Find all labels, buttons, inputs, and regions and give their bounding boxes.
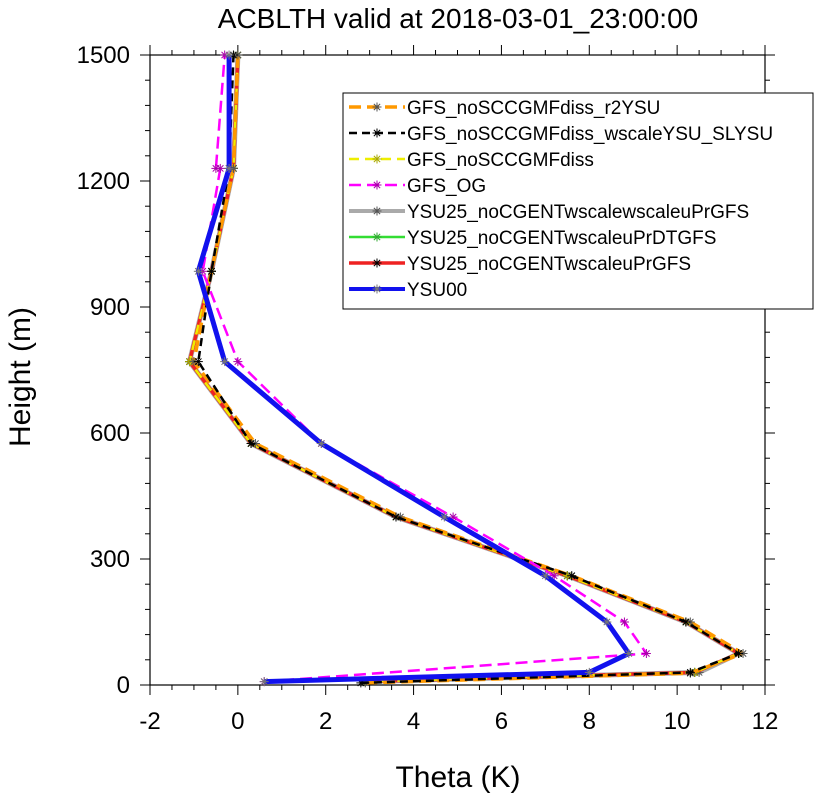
series-marker: [734, 649, 744, 658]
y-tick-label: 900: [90, 294, 130, 321]
legend-label: GFS_OG: [407, 176, 486, 197]
legend-marker: [372, 154, 382, 164]
series-marker: [224, 163, 234, 173]
y-axis-label: Height (m): [4, 307, 37, 447]
series-line: [192, 54, 745, 685]
legend-marker: [372, 258, 382, 268]
y-tick-label: 1200: [77, 168, 130, 195]
x-tick-label: 4: [407, 708, 420, 735]
series-marker: [619, 617, 629, 627]
x-tick-label: 0: [231, 708, 244, 735]
legend-entry: YSU25_noCGENTwscaleuPrGFS: [349, 254, 691, 275]
series-marker: [233, 357, 243, 367]
legend-marker: [372, 206, 382, 216]
series-marker: [549, 571, 559, 581]
legend-marker: [372, 102, 382, 112]
x-tick-label: 8: [583, 708, 596, 735]
series-marker: [439, 512, 449, 522]
series-marker: [207, 266, 216, 276]
legend-label: GFS_noSCCGMFdiss_r2YSU: [407, 98, 660, 119]
series-marker: [316, 439, 326, 448]
x-tick-label: 6: [495, 708, 508, 735]
series-marker: [193, 357, 203, 367]
legend-entry: YSU25_noCGENTwscaleuPrDTGFS: [349, 228, 716, 249]
y-tick-label: 600: [90, 420, 130, 447]
x-tick-label: 10: [664, 708, 691, 735]
series-marker: [624, 649, 634, 658]
legend-marker: [372, 180, 382, 190]
legend-marker: [372, 232, 382, 242]
series-marker: [584, 667, 594, 677]
y-tick-label: 1500: [77, 42, 130, 69]
legend-label: YSU00: [407, 280, 467, 301]
legend: GFS_noSCCGMFdiss_r2YSU GFS_noSCCGMFdiss_w…: [342, 92, 814, 310]
legend-label: YSU25_noCGENTwscaleuPrGFS: [407, 254, 691, 275]
legend-marker: [372, 128, 382, 138]
x-axis-label: Theta (K): [395, 761, 520, 794]
series-marker: [193, 266, 203, 276]
x-tick-label: -2: [139, 708, 160, 735]
legend-label: YSU25_noCGENTwscaleuPrDTGFS: [407, 228, 716, 249]
series-YSU00: [193, 50, 634, 687]
legend-entry: GFS_OG: [349, 176, 486, 197]
series-marker: [567, 571, 577, 581]
series-marker: [685, 667, 695, 677]
series-marker: [641, 649, 651, 658]
legend-entry: GFS_noSCCGMFdiss_wscaleYSU_SLYSU: [349, 124, 773, 145]
x-tick-label: 12: [752, 708, 779, 735]
series-marker: [602, 617, 612, 627]
legend-label: GFS_noSCCGMFdiss_wscaleYSU_SLYSU: [407, 124, 773, 145]
series-line: [197, 54, 740, 685]
series-GFS_noSCCGMFdiss_wscaleYSU_SLYSU: [193, 50, 744, 688]
legend-entry: YSU00: [349, 280, 467, 301]
legend-entry: YSU25_noCGENTwscalewscaleuPrGFS: [349, 202, 749, 223]
legend-marker: [372, 284, 382, 294]
legend-entry: GFS_noSCCGMFdiss: [349, 150, 594, 171]
legend-label: GFS_noSCCGMFdiss: [407, 150, 594, 171]
y-tick-label: 300: [90, 546, 130, 573]
series-marker: [224, 50, 234, 60]
x-tick-label: 2: [319, 708, 332, 735]
series-marker: [211, 163, 221, 173]
legend-entry: GFS_noSCCGMFdiss_r2YSU: [349, 98, 660, 119]
plot-area: -2 0 2 4 6 8 10 12 0 300 600 900 1200 1500: [77, 42, 779, 735]
chart-title: ACBLTH valid at 2018-03-01_23:00:00: [218, 3, 698, 34]
legend-label: YSU25_noCGENTwscalewscaleuPrGFS: [407, 202, 749, 223]
series-marker: [259, 677, 269, 687]
series-marker: [220, 357, 230, 367]
series-marker: [540, 571, 550, 581]
series-marker: [391, 512, 401, 522]
legend-box: [342, 92, 814, 310]
y-tick-label: 0: [117, 672, 130, 699]
series-marker: [246, 439, 256, 448]
series-marker: [681, 617, 691, 627]
